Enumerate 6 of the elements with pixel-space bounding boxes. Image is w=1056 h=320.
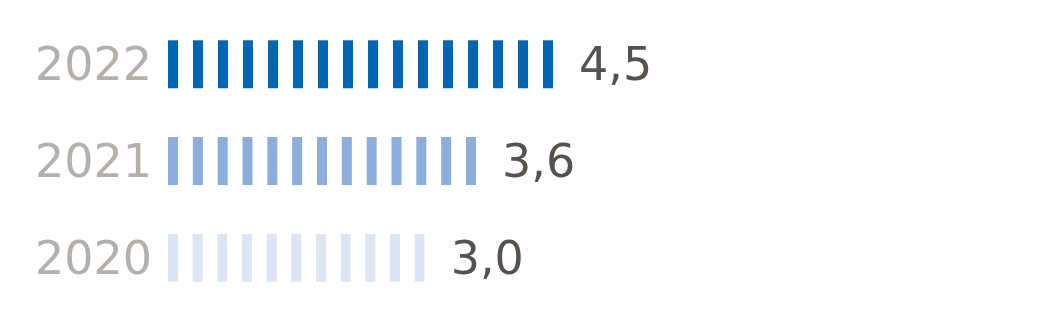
data-label: 4,5: [579, 37, 653, 92]
data-label: 3,6: [502, 134, 576, 189]
y-tick-label: 2022: [34, 37, 152, 92]
y-tick-label: 2021: [34, 134, 152, 189]
data-label: 3,0: [450, 230, 524, 285]
y-tick-label: 2020: [34, 230, 152, 285]
